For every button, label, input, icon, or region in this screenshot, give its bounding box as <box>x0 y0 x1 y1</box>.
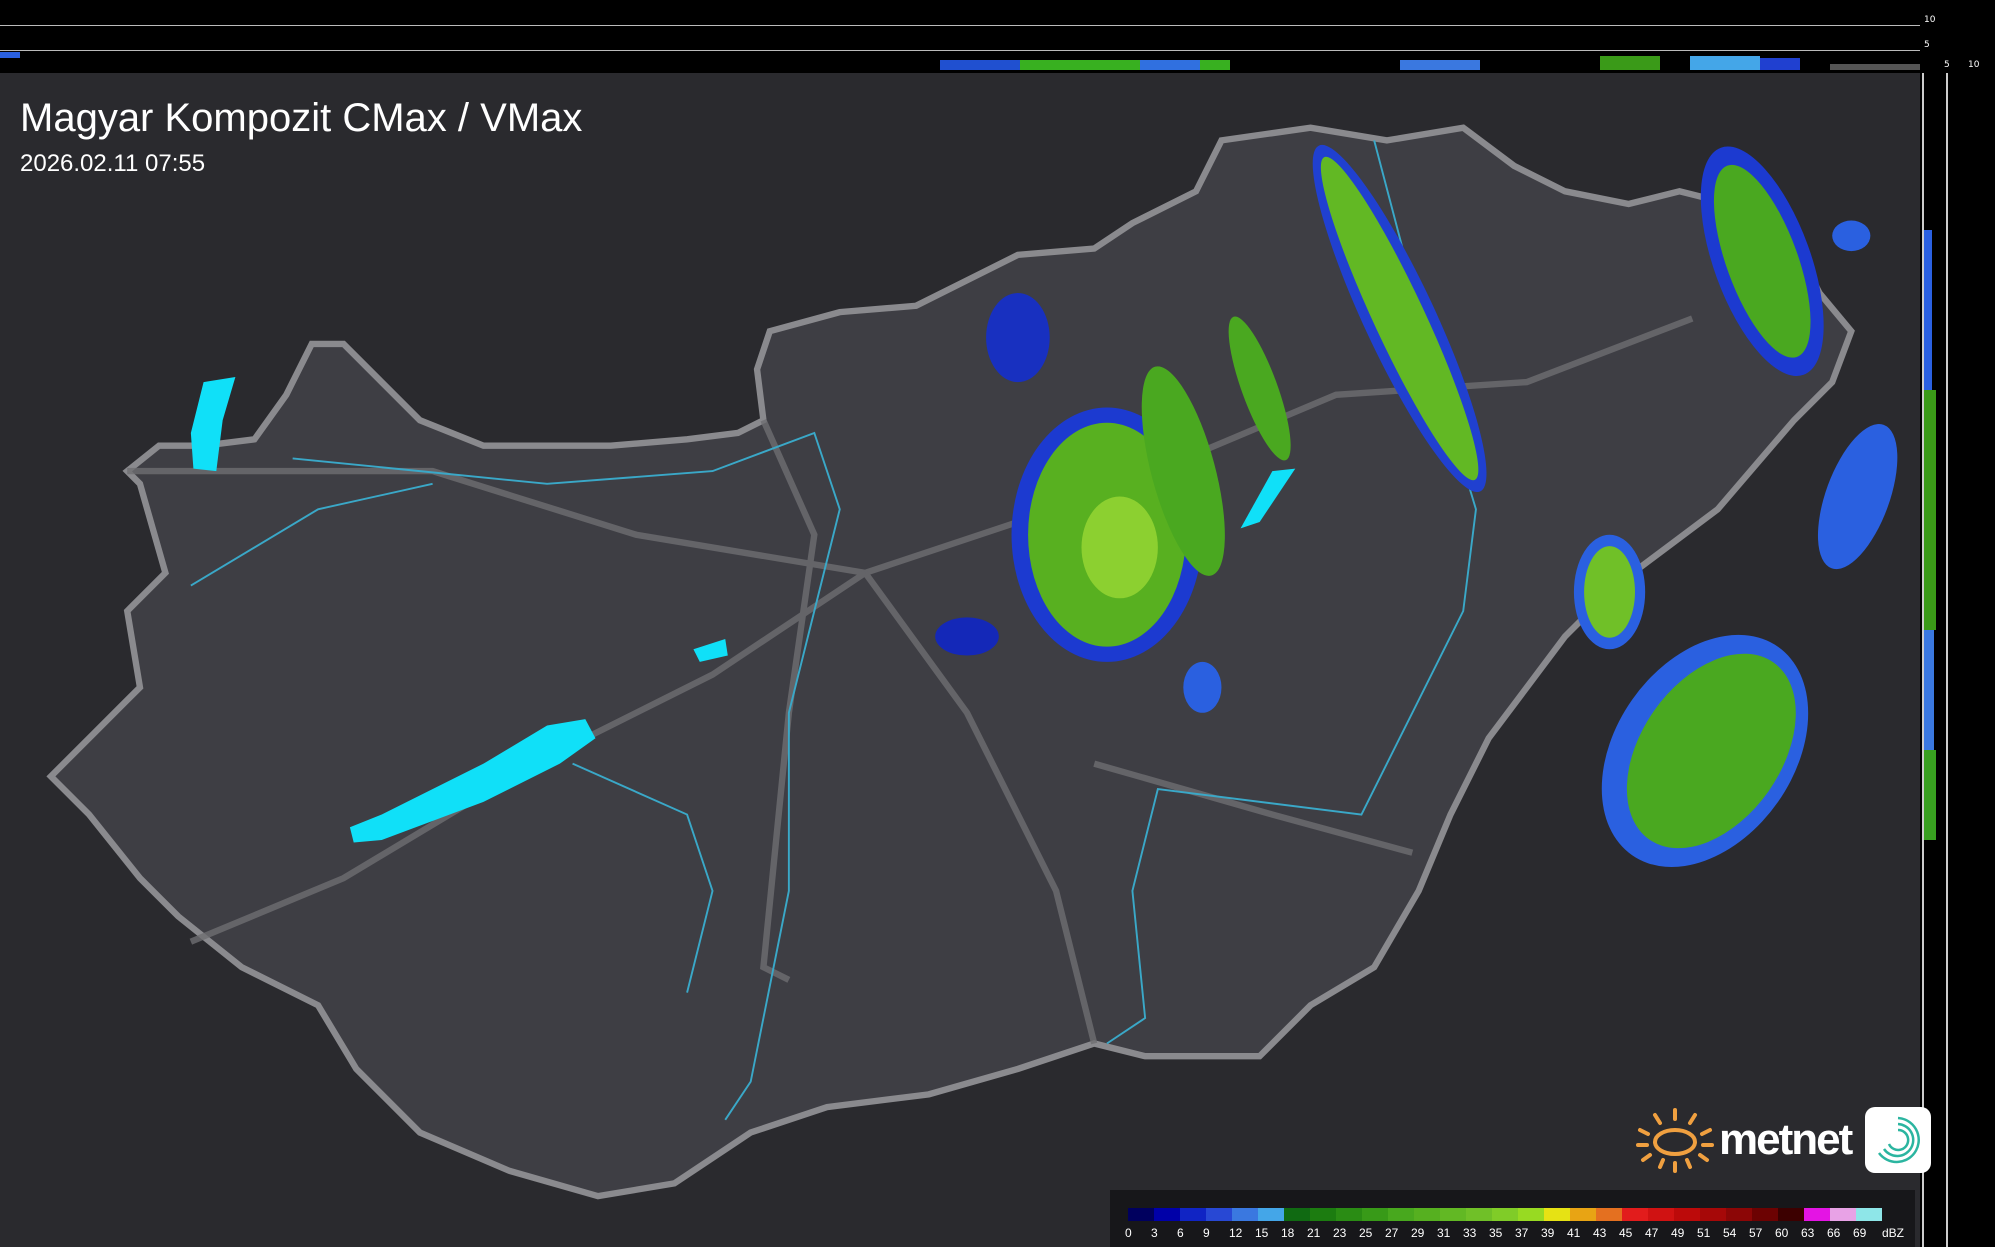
colorbar-segment <box>1726 1208 1752 1221</box>
profile-gridline <box>0 50 1920 51</box>
colorbar-segment <box>1544 1208 1570 1221</box>
colorbar-segment <box>1128 1208 1154 1221</box>
colorbar-label: 41 <box>1567 1226 1581 1240</box>
map-timestamp: 2026.02.11 07:55 <box>20 150 206 177</box>
colorbar-label: 18 <box>1281 1226 1295 1240</box>
colorbar-label: 25 <box>1359 1226 1373 1240</box>
colorbar-label: 9 <box>1203 1226 1210 1240</box>
colorbar-label: 21 <box>1307 1226 1321 1240</box>
lakes <box>190 376 1296 843</box>
colorbar-label: 37 <box>1515 1226 1529 1240</box>
colorbar-label: 31 <box>1437 1226 1451 1240</box>
colorbar-segment <box>1700 1208 1726 1221</box>
colorbar-segment <box>1674 1208 1700 1221</box>
colorbar-segment <box>1622 1208 1648 1221</box>
swirl-logo-icon <box>1865 1107 1932 1173</box>
colorbar-label: 12 <box>1229 1226 1243 1240</box>
right-profile-strip: 10 5 5 10 <box>1920 0 1995 1247</box>
radar-echoes <box>935 144 1898 867</box>
colorbar-segment <box>1310 1208 1336 1221</box>
colorbar-segment <box>1284 1208 1310 1221</box>
colorbar-label: 60 <box>1775 1226 1789 1240</box>
colorbar-segment <box>1440 1208 1466 1221</box>
colorbar-label: 6 <box>1177 1226 1184 1240</box>
colorbar-segment <box>1856 1208 1882 1221</box>
lake-balaton <box>349 719 596 843</box>
colorbar-segment <box>1804 1208 1830 1221</box>
colorbar-label: 57 <box>1749 1226 1763 1240</box>
colorbar-segment <box>1830 1208 1856 1221</box>
colorbar-label: 0 <box>1125 1226 1132 1240</box>
colorbar-labels: 0 3 6 9 12 15 18 21 23 25 27 29 31 33 35 37 39 41 43 45 47 49… <box>1125 1226 1882 1240</box>
colorbar-segment <box>1258 1208 1284 1221</box>
colorbar-segment <box>1388 1208 1414 1221</box>
colorbar-label: 33 <box>1463 1226 1477 1240</box>
legend-unit: dBZ <box>1882 1226 1905 1240</box>
colorbar-segment <box>1232 1208 1258 1221</box>
colorbar-label: 29 <box>1411 1226 1425 1240</box>
colorbar-label: 43 <box>1593 1226 1607 1240</box>
colorbar-label: 47 <box>1645 1226 1659 1240</box>
profile-gridline <box>0 25 1920 26</box>
colorbar-segment <box>1362 1208 1388 1221</box>
right-tick-label: 5 <box>1944 60 1950 70</box>
lake-tisza <box>1240 468 1296 529</box>
profile-gridline <box>1922 73 1924 1247</box>
colorbar-segment <box>1570 1208 1596 1221</box>
colorbar-label: 35 <box>1489 1226 1503 1240</box>
colorbar-label: 54 <box>1723 1226 1737 1240</box>
map-title: Magyar Kompozit CMax / VMax <box>20 96 583 140</box>
colorbar-segment <box>1414 1208 1440 1221</box>
right-tick-label: 10 <box>1968 60 1980 70</box>
colorbar-segment <box>1180 1208 1206 1221</box>
colorbar-label: 51 <box>1697 1226 1711 1240</box>
colorbar-label: 66 <box>1827 1226 1841 1240</box>
colorbar-segment <box>1154 1208 1180 1221</box>
top-profile-strip <box>0 0 1920 73</box>
colorbar-segment <box>1518 1208 1544 1221</box>
lake-ferto <box>190 376 236 472</box>
colorbar-segment <box>1206 1208 1232 1221</box>
colorbar-label: 39 <box>1541 1226 1555 1240</box>
sun-logo-icon <box>1636 1108 1714 1173</box>
colorbar-label: 63 <box>1801 1226 1815 1240</box>
right-profile-echoes <box>1924 230 1936 840</box>
colorbar-segment <box>1336 1208 1362 1221</box>
colorbar-segment <box>1466 1208 1492 1221</box>
colorbar-label: 23 <box>1333 1226 1347 1240</box>
top-tick-label: 10 <box>1924 15 1936 25</box>
colorbar-label: 15 <box>1255 1226 1269 1240</box>
colorbar-segment <box>1492 1208 1518 1221</box>
dbz-color-legend: 0 3 6 9 12 15 18 21 23 25 27 29 31 33 35 37 39 41 43 45 47 49… <box>1110 1190 1915 1247</box>
colorbar-segment <box>1648 1208 1674 1221</box>
profile-gridline <box>1946 73 1948 1247</box>
top-tick-label: 5 <box>1924 40 1930 50</box>
radar-map[interactable] <box>0 73 1920 1247</box>
colorbar-segment <box>1752 1208 1778 1221</box>
colorbar-segment <box>1596 1208 1622 1221</box>
colorbar-label: 3 <box>1151 1226 1158 1240</box>
top-profile-echoes <box>0 52 1920 70</box>
colorbar-label: 27 <box>1385 1226 1399 1240</box>
colorbar-segment <box>1778 1208 1804 1221</box>
metnet-logo: metnet <box>1635 1105 1932 1175</box>
colorbar-label: 49 <box>1671 1226 1685 1240</box>
colorbar-label: 69 <box>1853 1226 1867 1240</box>
colorbar <box>1128 1208 1882 1221</box>
colorbar-label: 45 <box>1619 1226 1633 1240</box>
metnet-logo-text: metnet <box>1719 1115 1853 1164</box>
lake-velence <box>693 639 728 662</box>
